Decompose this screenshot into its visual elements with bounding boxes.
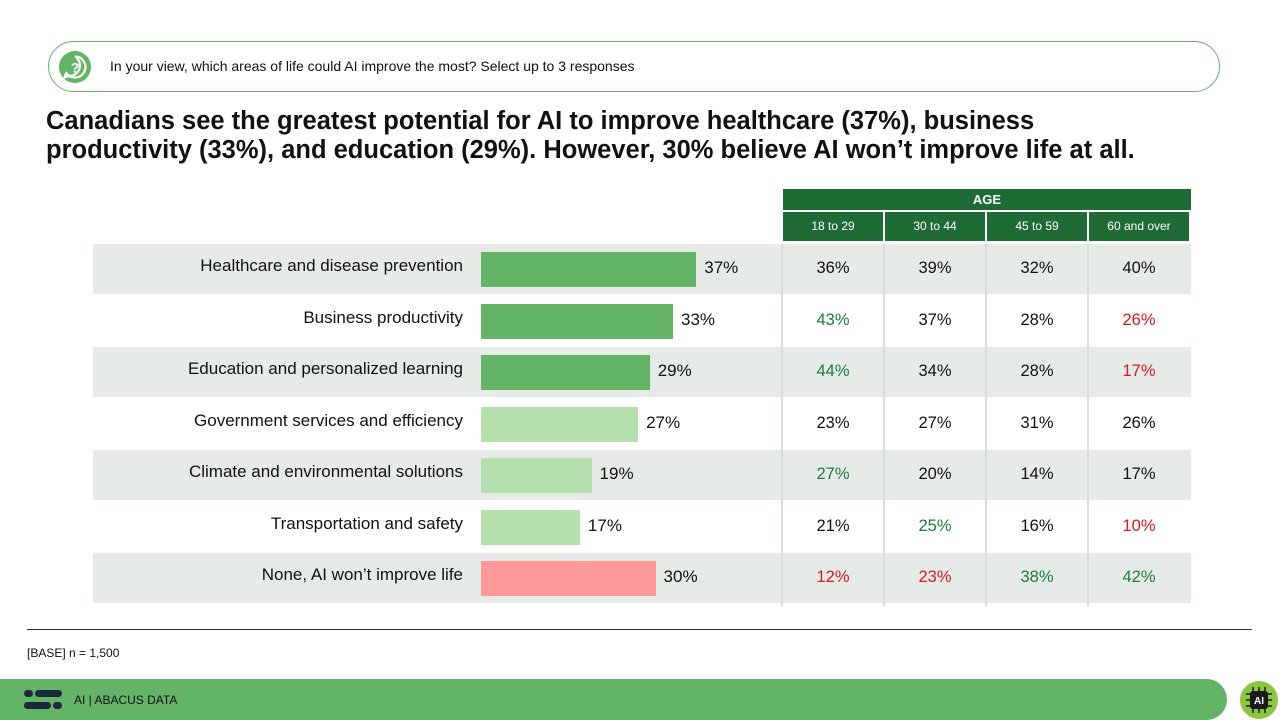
age-cell: 38% [1020,568,1054,586]
column-divider [985,244,987,606]
age-cell: 44% [816,362,850,380]
footer-text: AI | ABACUS DATA [74,693,178,707]
bar-value-label: 37% [704,258,739,277]
age-cell: 40% [1122,259,1156,277]
age-cell: 17% [1122,362,1156,380]
age-cell: 21% [816,516,850,535]
age-cell: 43% [816,310,850,329]
age-cell: 17% [1122,465,1156,483]
age-column-header: 60 and over [1089,212,1189,241]
base-note: [BASE] n = 1,500 [27,646,120,660]
bar [481,458,592,493]
row-label: Government services and efficiency [194,410,463,430]
bar-value-label: 17% [587,515,622,535]
age-cell: 27% [918,413,952,432]
bar [481,561,656,596]
age-column-header: 18 to 29 [783,212,883,241]
row-label: Healthcare and disease prevention [200,256,463,275]
age-cell: 32% [1020,259,1054,277]
age-cell: 28% [1020,362,1054,380]
bar [481,355,650,390]
age-cell: 26% [1122,310,1156,329]
age-cell: 31% [1020,413,1054,432]
row-label: Climate and environmental solutions [188,462,463,481]
base-divider [27,629,1252,630]
column-divider [883,244,885,606]
abacus-logo-icon [24,689,64,716]
age-cell: 37% [918,310,952,329]
row-label: Education and personalized learning [187,359,463,378]
age-column-header: 45 to 59 [987,212,1087,241]
row-label: Business productivity [303,307,463,327]
age-cell: 12% [816,568,850,586]
headline: Canadians see the greatest potential for… [46,107,1226,165]
age-cell: 28% [1020,310,1054,329]
age-cell: 16% [1020,516,1054,535]
bar-value-label: 27% [646,412,681,432]
ai-chip-icon: AI [1239,680,1279,720]
column-divider [1087,244,1089,606]
question-box: ? In your view, which areas of life coul… [48,41,1220,92]
age-column-header: 30 to 44 [885,212,985,241]
age-cell: 26% [1122,413,1156,432]
age-cell: 25% [918,516,952,535]
row-label: Transportation and safety [270,513,463,533]
bar [481,252,697,287]
bar-value-label: 30% [663,567,698,586]
age-cell: 23% [816,413,850,432]
headline-line-1: Canadians see the greatest potential for… [46,107,1035,135]
age-cell: 20% [918,465,952,483]
column-divider [781,244,783,606]
ai-badge-text: AI [1254,696,1264,707]
age-cell: 34% [918,362,952,380]
age-cell: 42% [1122,568,1156,586]
age-cell: 39% [918,259,952,277]
age-group-header: AGE [783,189,1191,210]
bar [481,303,673,339]
headline-line-2: productivity (33%), and education (29%).… [46,136,1135,164]
svg-text:?: ? [71,60,80,76]
bar-value-label: 33% [681,309,716,329]
age-cell: 36% [816,259,850,277]
age-cell: 10% [1122,516,1156,535]
bar-value-label: 19% [599,464,634,483]
bar [481,406,639,442]
age-cell: 23% [918,568,952,586]
bar [481,509,580,545]
question-icon: ? [59,51,91,83]
question-text: In your view, which areas of life could … [110,58,635,74]
age-cell: 14% [1020,465,1054,483]
footer-bar [0,679,1227,720]
age-cell: 27% [816,465,850,483]
bar-value-label: 29% [657,361,692,380]
row-band [93,450,1191,500]
row-label: None, AI won’t improve life [261,565,463,584]
